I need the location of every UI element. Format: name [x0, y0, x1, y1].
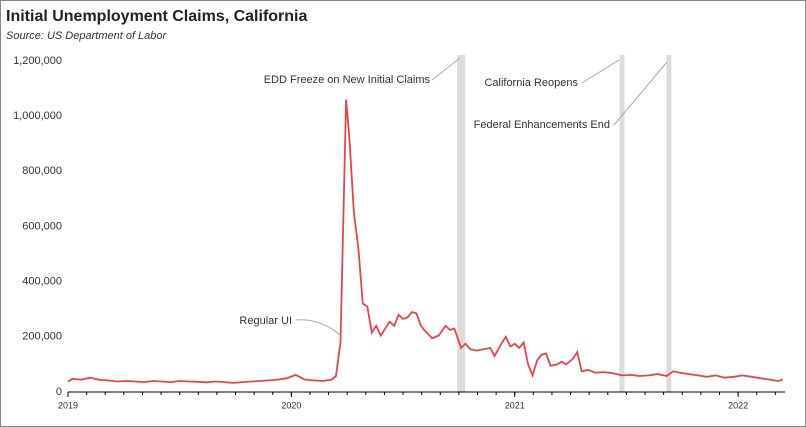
leader-line	[295, 319, 341, 336]
annotation: California Reopens	[484, 77, 578, 89]
chart-title: Initial Unemployment Claims, California	[6, 8, 307, 25]
y-tick-label: 1,200,000	[13, 55, 62, 67]
x-tick-label: 2022	[728, 400, 748, 410]
series-label: Regular UI	[239, 315, 292, 327]
y-tick-label: 800,000	[22, 165, 62, 177]
leader-line	[431, 57, 461, 81]
event-band	[619, 55, 625, 392]
x-tick-label: 2021	[505, 400, 525, 410]
y-tick-label: 0	[56, 386, 62, 398]
event-band	[666, 55, 672, 392]
series-line	[67, 99, 784, 384]
chart-subtitle: Source: US Department of Labor	[6, 30, 168, 42]
y-tick-label: 200,000	[22, 331, 62, 343]
leader-line	[613, 61, 668, 126]
y-tick-label: 400,000	[22, 276, 62, 288]
annotation: EDD Freeze on New Initial Claims	[264, 74, 431, 86]
x-tick-label: 2020	[281, 400, 301, 410]
y-tick-label: 600,000	[22, 220, 62, 232]
y-tick-label: 1,000,000	[13, 110, 62, 122]
annotation: Federal Enhancements End	[474, 119, 610, 131]
leader-line	[581, 59, 620, 84]
event-band	[457, 55, 466, 392]
x-tick-label: 2019	[58, 400, 78, 410]
